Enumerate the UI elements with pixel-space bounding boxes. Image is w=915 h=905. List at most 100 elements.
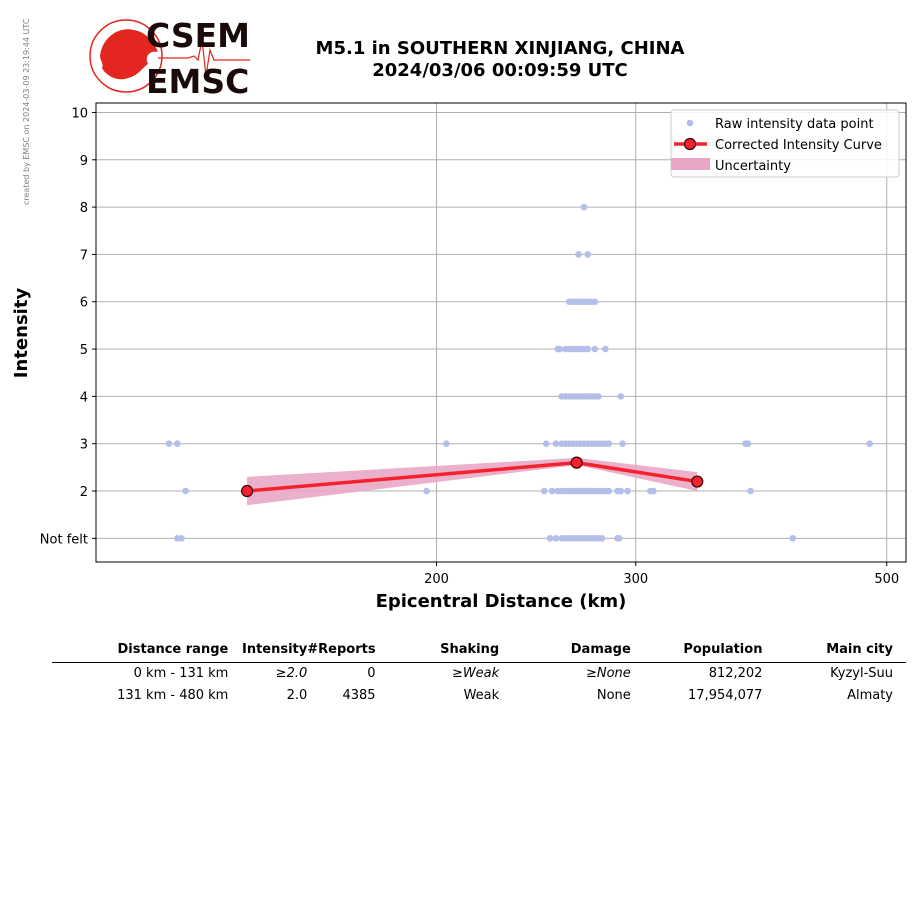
table-row: 0 km - 131 km ≥2.0 0 ≥Weak ≥None 812,202… <box>52 663 906 686</box>
raw-data-point <box>615 535 623 542</box>
x-tick-label: 300 <box>623 572 648 587</box>
raw-data-point <box>556 345 564 353</box>
header-reports: #Reports <box>307 640 376 663</box>
legend-box <box>670 109 900 178</box>
raw-data-point <box>182 487 189 495</box>
logo-top-text: CSEM <box>146 16 250 55</box>
raw-data-point <box>548 487 556 495</box>
raw-data-point <box>624 487 631 495</box>
emsc-logo-graphic: CSEM EMSC <box>89 16 250 101</box>
raw-data-point <box>789 535 797 542</box>
cell-range: 131 km - 480 km <box>117 688 229 703</box>
cell-city: Kyzyl-Suu <box>830 666 893 681</box>
legend-label: Uncertainty <box>715 159 791 174</box>
logo-bottom-text: EMSC <box>146 62 249 100</box>
raw-data-point <box>866 440 874 448</box>
cell-reports: 0 <box>367 666 376 681</box>
raw-data-point <box>617 393 625 400</box>
raw-data-point <box>552 535 560 542</box>
header-main-city: Main city <box>762 640 906 663</box>
chart-legend: Raw intensity data point Corrected Intens… <box>670 109 900 178</box>
table-header-row: Distance range Intensity #Reports Shakin… <box>52 640 906 663</box>
y-tick-label: 6 <box>80 296 88 311</box>
raw-data-point <box>617 487 625 495</box>
raw-data-point <box>575 251 582 258</box>
cell-population: 812,202 <box>708 666 763 681</box>
cell-intensity: 2.0 <box>286 688 308 703</box>
y-tick-label: 2 <box>80 485 88 500</box>
y-tick-label: 3 <box>80 438 88 453</box>
cell-city: Almaty <box>847 688 893 703</box>
y-tick-label: 8 <box>80 201 88 216</box>
cell-damage: None <box>596 688 631 703</box>
legend-band-marker <box>671 158 710 170</box>
legend-line-dot <box>683 137 697 151</box>
y-tick-label: 10 <box>71 106 88 121</box>
raw-data-point <box>174 440 181 448</box>
table-row: 131 km - 480 km 2.0 4385 Weak None 17,95… <box>52 685 906 707</box>
y-tick-label: 4 <box>80 390 88 405</box>
corrected-curve <box>240 456 704 498</box>
raw-data-point <box>540 487 548 495</box>
chart-title: M5.1 in SOUTHERN XINJIANG, CHINA 2024/03… <box>260 38 740 82</box>
raw-data-point <box>650 487 657 495</box>
raw-data-point <box>165 440 173 448</box>
raw-data-point <box>598 535 606 542</box>
legend-point-marker <box>686 119 694 127</box>
raw-data-point <box>591 298 599 306</box>
cell-reports: 4385 <box>342 688 376 703</box>
header-shaking: Shaking <box>375 640 500 663</box>
raw-data-point <box>605 440 613 448</box>
raw-data-point <box>744 440 752 448</box>
title-line-1: M5.1 in SOUTHERN XINJIANG, CHINA <box>315 38 685 59</box>
raw-data-point <box>546 535 554 542</box>
y-axis-ticks: Not felt 2 3 4 5 6 7 8 9 10 <box>40 106 96 547</box>
emsc-logo: CSEM EMSC <box>88 16 258 101</box>
raw-data-point <box>619 440 626 448</box>
raw-data-point <box>584 251 591 258</box>
raw-data-point <box>580 203 588 211</box>
plot-frame <box>95 102 907 563</box>
header-population: Population <box>630 640 763 663</box>
cell-damage: ≥None <box>585 666 631 681</box>
header-damage: Damage <box>499 640 631 663</box>
y-axis-label: Intensity <box>11 288 32 379</box>
y-tick-label: 9 <box>80 154 88 169</box>
header-intensity: Intensity <box>228 640 308 663</box>
raw-data-point <box>442 440 450 448</box>
cell-population: 17,954,077 <box>688 688 763 703</box>
raw-points <box>165 203 874 542</box>
raw-data-point <box>178 535 185 542</box>
x-axis-ticks: 200 300 500 <box>424 562 899 587</box>
legend-label: Corrected Intensity Curve <box>715 138 882 153</box>
raw-data-point <box>591 345 599 353</box>
title-line-2: 2024/03/06 00:09:59 UTC <box>372 60 628 81</box>
y-tick-label: Not felt <box>40 532 88 547</box>
curve-marker <box>240 484 254 498</box>
raw-data-point <box>584 345 591 353</box>
curve-marker <box>691 475 704 488</box>
raw-data-point <box>747 487 754 495</box>
x-axis-label: Epicentral Distance (km) <box>376 591 627 612</box>
raw-data-point <box>552 440 560 448</box>
chart-grid <box>96 103 906 562</box>
x-tick-label: 500 <box>874 572 899 587</box>
curve-marker <box>570 456 583 469</box>
header-distance-range: Distance range <box>52 640 229 663</box>
cell-shaking: Weak <box>463 688 500 703</box>
y-tick-label: 7 <box>80 248 88 263</box>
intensity-summary-table: Distance range Intensity #Reports Shakin… <box>52 640 906 707</box>
raw-data-point <box>542 440 550 448</box>
raw-data-point <box>602 345 609 353</box>
cell-shaking: ≥Weak <box>451 666 500 681</box>
raw-data-point <box>595 393 602 400</box>
intensity-chart: 200 300 500 Not felt 2 3 4 5 6 7 8 9 10 Epicentral … <box>11 102 907 612</box>
cell-intensity: ≥2.0 <box>275 666 308 681</box>
uncertainty-band <box>247 457 698 506</box>
x-tick-label: 200 <box>424 572 449 587</box>
raw-data-point <box>605 487 613 495</box>
uncertainty-area <box>247 457 698 506</box>
cell-range: 0 km - 131 km <box>133 666 229 681</box>
y-tick-label: 5 <box>80 343 88 358</box>
legend-label: Raw intensity data point <box>715 117 874 132</box>
